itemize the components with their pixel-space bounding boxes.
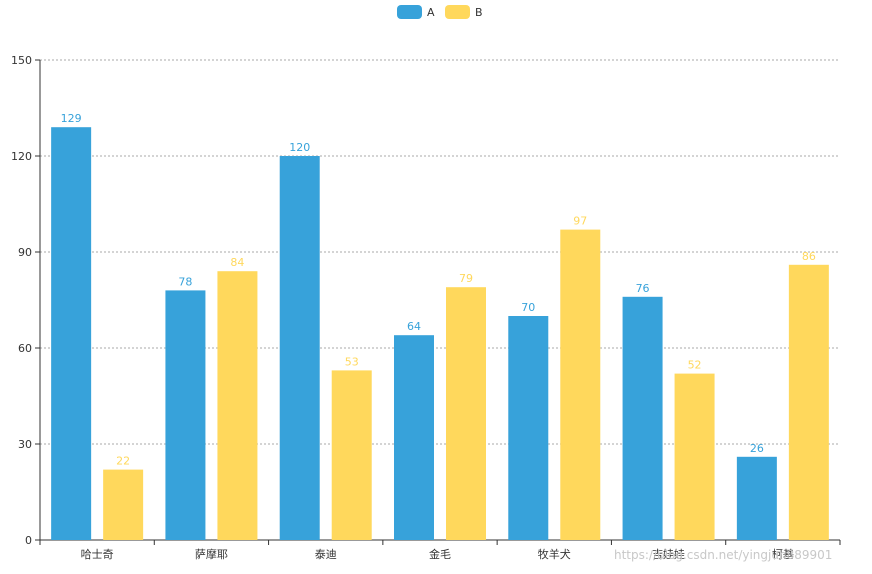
data-label: 97 [573, 215, 587, 228]
value-labels: 129 78 120 64 70 76 26 22 84 53 79 97 52 86 [61, 112, 816, 467]
bar-b[interactable] [674, 373, 715, 540]
x-tick-label: 泰迪 [315, 547, 337, 561]
data-label: 53 [345, 355, 359, 368]
data-label: 129 [61, 112, 82, 125]
y-axis: 0 30 60 90 120 150 [11, 54, 41, 547]
bar-a[interactable] [51, 127, 92, 540]
bar-b[interactable] [103, 469, 144, 540]
bar-b[interactable] [560, 229, 601, 540]
y-tick-label: 150 [11, 54, 32, 67]
bar-a[interactable] [508, 316, 549, 540]
x-tick-label: 金毛 [429, 547, 451, 561]
gridlines [40, 59, 840, 445]
x-tick-label: 吉娃娃 [652, 548, 685, 561]
y-tick-label: 120 [11, 150, 32, 163]
bar-a[interactable] [394, 335, 434, 540]
bar-b[interactable] [331, 370, 372, 540]
data-label: 76 [636, 282, 650, 295]
data-label: 26 [750, 442, 764, 455]
bar-a[interactable] [736, 456, 777, 540]
data-label: 70 [521, 301, 535, 314]
data-label: 64 [407, 320, 421, 333]
legend-label: B [475, 6, 483, 19]
bar-a[interactable] [165, 290, 206, 540]
bars [51, 127, 829, 540]
bar-b[interactable] [217, 271, 258, 540]
y-tick-label: 60 [18, 342, 32, 355]
data-label: 120 [289, 141, 310, 154]
data-label: 52 [688, 359, 702, 372]
legend-item-b[interactable]: B [445, 5, 483, 19]
legend-label: A [427, 6, 435, 19]
bar-b[interactable] [446, 287, 486, 540]
data-label: 86 [802, 250, 816, 263]
legend-item-a[interactable]: A [397, 5, 435, 19]
data-label: 79 [459, 272, 473, 285]
y-tick-label: 0 [25, 534, 32, 547]
x-tick-label: 哈士奇 [81, 548, 114, 561]
x-tick-label: 萨摩耶 [195, 547, 228, 561]
legend-swatch [397, 5, 422, 19]
x-tick-label: 牧羊犬 [538, 547, 571, 561]
legend-swatch [445, 5, 470, 19]
data-label: 78 [178, 275, 192, 288]
bar-b[interactable] [788, 264, 829, 540]
bar-a[interactable] [279, 156, 320, 540]
y-tick-label: 30 [18, 438, 32, 451]
data-label: 84 [230, 256, 244, 269]
watermark: https://blog.csdn.net/yingjun889901 [614, 548, 832, 562]
data-label: 22 [116, 455, 130, 468]
y-tick-label: 90 [18, 246, 32, 259]
x-tick-label: 柯基 [772, 548, 794, 561]
bar-a[interactable] [622, 296, 663, 540]
